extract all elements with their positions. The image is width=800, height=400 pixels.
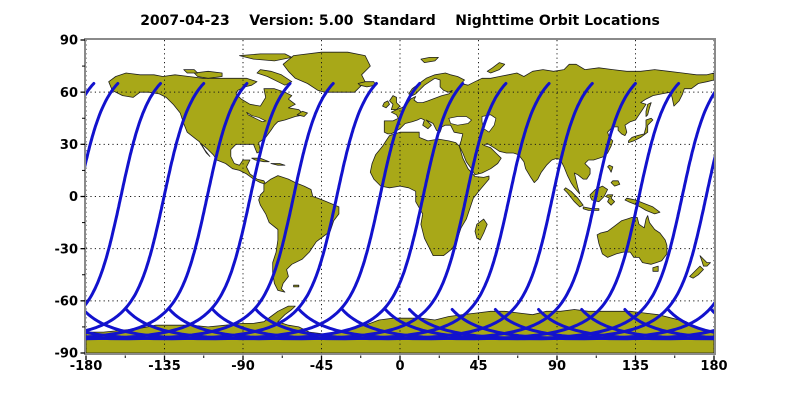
landmass-baffin-island (256, 69, 293, 86)
orbit-track (384, 90, 715, 341)
orbit-track (297, 82, 637, 341)
landmass-svalbard (420, 57, 439, 63)
x-tick-label: 135 (622, 359, 649, 374)
orbit-track (340, 82, 681, 341)
y-tick-label: -60 (55, 294, 79, 309)
x-tick-label: 180 (700, 359, 727, 374)
x-tick-label: -90 (231, 359, 255, 374)
landmass-new-zealand-south (689, 265, 704, 279)
orbit-track (85, 82, 206, 333)
orbit-track (85, 82, 120, 170)
y-tick-label: -90 (55, 347, 79, 362)
landmass-madagascar (474, 218, 488, 241)
landmass-australia (596, 215, 668, 265)
landmass-banks-island (183, 69, 198, 74)
landmass-hispaniola (270, 163, 286, 166)
landmass-philippines-mindanao (610, 180, 621, 187)
x-tick-label: -135 (148, 359, 181, 374)
figure-title: 2007-04-23 Version: 5.00 Standard Nightt… (140, 13, 660, 29)
x-tick-label: 45 (469, 359, 487, 374)
x-tick-label: 0 (395, 359, 404, 374)
x-tick-label: -45 (310, 359, 334, 374)
landmass-tasmania (652, 265, 659, 272)
landmass-philippines-luzon (607, 164, 614, 173)
lake-great-lakes (246, 111, 267, 123)
lake-black-sea (448, 116, 473, 126)
landmass-sumatra (563, 187, 584, 208)
orbit-track (709, 308, 715, 315)
landmass-sakhalin (645, 102, 652, 117)
landmass-falklands (293, 284, 300, 288)
landmass-ireland (382, 100, 390, 109)
map-layer (0, 40, 715, 354)
landmass-victoria-island (193, 70, 223, 79)
orbit-track (0, 84, 51, 339)
orbit-track (666, 308, 715, 334)
orbit-track (85, 82, 162, 308)
landmass-novaya-zemlya (486, 62, 506, 74)
landmass-java (582, 206, 600, 211)
orbit-track (408, 152, 715, 341)
y-tick-label: -30 (55, 242, 79, 257)
landmass-newfoundland (296, 110, 308, 117)
y-tick-label: 90 (60, 34, 78, 49)
landmass-new-zealand-north (699, 255, 711, 267)
y-tick-label: 0 (69, 190, 78, 205)
y-tick-label: 60 (60, 86, 78, 101)
landmass-sulawesi (605, 194, 615, 206)
landmass-great-britain (389, 95, 401, 110)
x-tick-label: 90 (548, 359, 566, 374)
landmass-eurasia (383, 63, 715, 195)
orbit-track (85, 82, 96, 98)
landmass-ellesmere-island (239, 53, 293, 62)
landmass-greenland (282, 51, 371, 93)
y-tick-label: 30 (60, 138, 78, 153)
landmass-new-guinea (624, 197, 661, 215)
landmass-cuba (251, 157, 270, 163)
landmass-japan (628, 117, 654, 143)
x-tick-label: -180 (70, 359, 103, 374)
